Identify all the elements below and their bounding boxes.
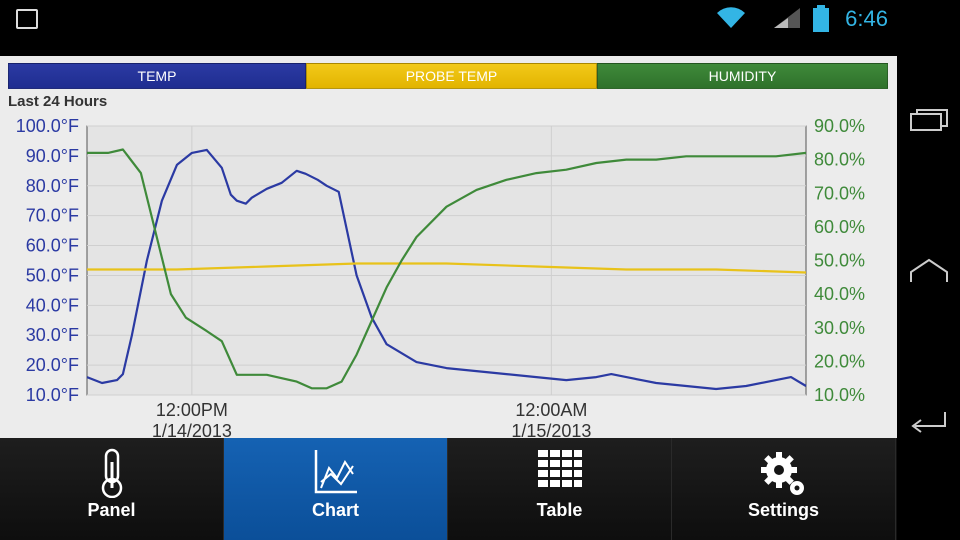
legend-temp[interactable]: TEMP: [8, 63, 306, 89]
legend-humidity[interactable]: HUMIDITY: [597, 63, 888, 89]
left-axis-tick-label: 50.0°F: [26, 265, 79, 285]
gear-icon: [760, 452, 804, 495]
nav-panel-label: Panel: [87, 500, 136, 520]
right-axis-tick-label: 20.0%: [814, 351, 865, 371]
signal-icon: [774, 8, 800, 28]
humidity-series-line: [87, 148, 807, 390]
nav-panel-button[interactable]: Panel: [0, 438, 224, 540]
nav-settings-button[interactable]: Settings: [672, 438, 896, 540]
left-axis-tick-label: 40.0°F: [26, 295, 79, 315]
series-legend: TEMP PROBE TEMP HUMIDITY: [8, 63, 888, 89]
left-axis-tick-label: 100.0°F: [16, 116, 79, 136]
nav-chart-label: Chart: [311, 500, 359, 520]
legend-probe-temp[interactable]: PROBE TEMP: [306, 63, 597, 89]
left-axis-tick-label: 10.0°F: [26, 385, 79, 405]
status-bar: 6:46: [0, 0, 960, 38]
thermometer-icon: [101, 448, 122, 498]
nav-table-button[interactable]: Table: [448, 438, 672, 540]
right-axis-tick-label: 30.0%: [814, 318, 865, 338]
left-axis-tick-label: 30.0°F: [26, 325, 79, 345]
x-tick-time-label: 12:00AM: [515, 400, 587, 420]
time-range-label: Last 24 Hours: [8, 93, 108, 110]
battery-icon: [813, 5, 829, 32]
bottom-nav: Panel Chart Table: [0, 438, 897, 540]
table-icon: [537, 450, 582, 487]
chart-icon: [314, 450, 357, 494]
right-axis-tick-label: 60.0%: [814, 217, 865, 237]
x-tick-date-label: 1/15/2013: [511, 421, 591, 438]
back-icon[interactable]: [907, 404, 951, 434]
left-axis-tick-label: 70.0°F: [26, 206, 79, 226]
x-tick-time-label: 12:00PM: [156, 400, 228, 420]
clock: 6:46: [845, 6, 888, 31]
action-bar-remnant: [0, 38, 897, 56]
left-axis-tick-label: 60.0°F: [26, 236, 79, 256]
system-nav-bar: [897, 38, 960, 540]
left-axis-tick-label: 20.0°F: [26, 355, 79, 375]
left-axis-tick-label: 80.0°F: [26, 176, 79, 196]
right-axis-tick-label: 50.0%: [814, 251, 865, 271]
right-axis-tick-label: 70.0%: [814, 183, 865, 203]
right-axis-tick-label: 90.0%: [814, 116, 865, 136]
right-axis-tick-label: 40.0%: [814, 284, 865, 304]
home-icon[interactable]: [907, 256, 951, 286]
right-axis-tick-label: 10.0%: [814, 385, 865, 405]
recent-apps-icon[interactable]: [907, 106, 951, 136]
picture-notification-icon: [16, 9, 38, 29]
wifi-icon: [717, 7, 745, 29]
left-axis-tick-label: 90.0°F: [26, 146, 79, 166]
nav-chart-button[interactable]: Chart: [224, 438, 448, 540]
chart-screen: TEMP PROBE TEMP HUMIDITY Last 24 Hours 1…: [0, 38, 897, 438]
right-axis-tick-label: 80.0%: [814, 150, 865, 170]
nav-settings-label: Settings: [747, 500, 819, 520]
nav-table-label: Table: [536, 500, 583, 520]
plot-area: [86, 125, 807, 396]
x-tick-date-label: 1/14/2013: [152, 421, 232, 438]
temp-series-line: [86, 148, 807, 391]
probe-temp-series-line: [87, 262, 807, 274]
